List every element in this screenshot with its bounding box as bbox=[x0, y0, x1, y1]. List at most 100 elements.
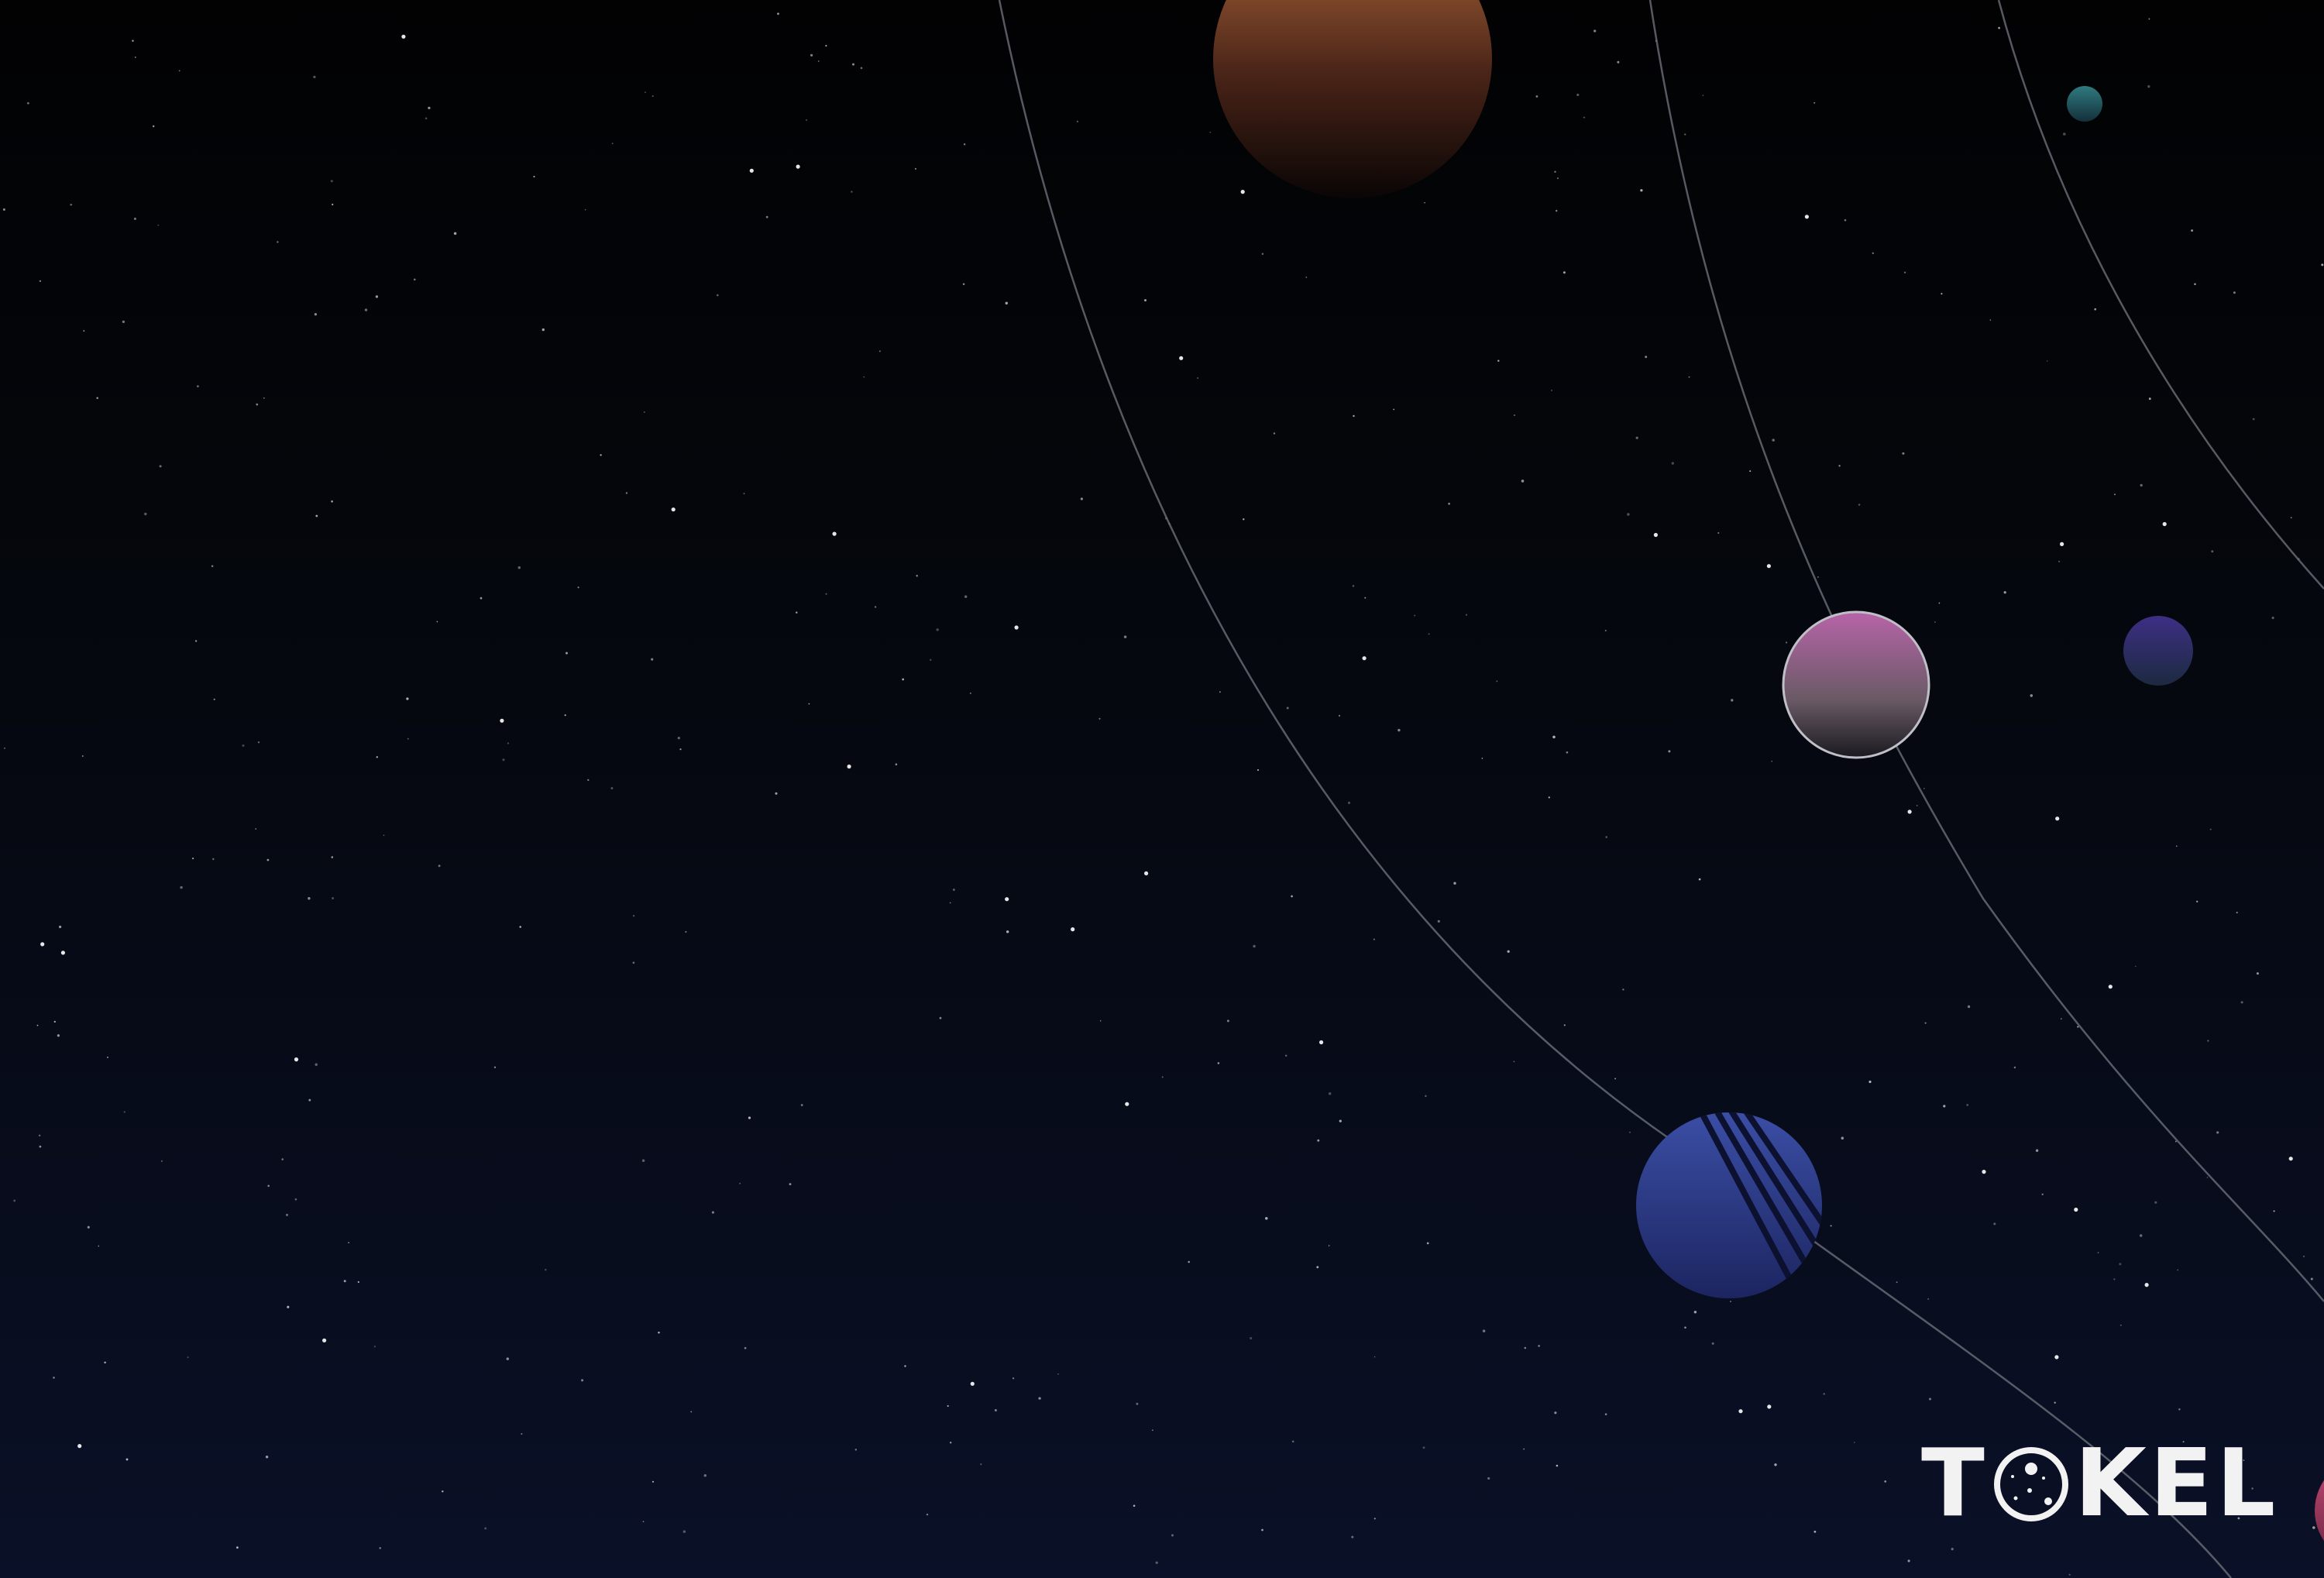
star bbox=[197, 385, 199, 387]
star bbox=[39, 1145, 42, 1148]
star bbox=[587, 779, 590, 782]
star bbox=[854, 1449, 858, 1451]
star bbox=[2177, 1269, 2179, 1271]
star bbox=[178, 70, 180, 72]
star bbox=[1425, 1095, 1427, 1098]
star bbox=[610, 787, 614, 789]
star bbox=[2074, 1207, 2078, 1212]
star bbox=[2068, 1573, 2071, 1576]
star bbox=[777, 12, 779, 15]
star bbox=[1422, 1446, 1425, 1449]
star bbox=[521, 1432, 523, 1435]
star bbox=[748, 1116, 751, 1119]
star bbox=[159, 465, 162, 468]
star bbox=[134, 56, 136, 58]
star bbox=[1317, 1139, 1320, 1142]
star bbox=[2144, 1283, 2149, 1287]
star bbox=[376, 756, 378, 758]
star bbox=[1144, 871, 1149, 875]
star bbox=[2271, 617, 2274, 620]
star bbox=[1563, 1024, 1566, 1026]
star bbox=[1617, 60, 1620, 64]
star bbox=[1414, 614, 1416, 617]
star bbox=[914, 167, 916, 170]
star bbox=[1352, 585, 1355, 587]
star bbox=[863, 376, 865, 378]
star bbox=[265, 1456, 269, 1459]
star bbox=[964, 595, 968, 598]
star bbox=[53, 1020, 56, 1023]
star bbox=[743, 493, 745, 495]
star bbox=[581, 1379, 584, 1382]
star bbox=[577, 586, 579, 589]
star bbox=[106, 1056, 109, 1058]
star bbox=[2161, 1492, 2164, 1494]
star bbox=[2148, 397, 2151, 401]
star bbox=[1424, 201, 1425, 204]
star bbox=[1941, 293, 1943, 295]
star bbox=[1593, 29, 1597, 33]
star bbox=[1774, 1463, 1777, 1466]
star bbox=[2251, 1487, 2254, 1490]
star bbox=[658, 1331, 660, 1334]
star bbox=[642, 1521, 645, 1523]
star bbox=[436, 621, 438, 623]
star bbox=[480, 596, 483, 600]
star bbox=[1397, 728, 1401, 732]
star bbox=[1209, 131, 1212, 133]
star bbox=[519, 926, 521, 928]
star bbox=[2114, 493, 2116, 496]
star bbox=[2148, 18, 2150, 20]
star bbox=[1927, 1298, 1930, 1300]
star bbox=[643, 411, 645, 413]
star bbox=[1217, 1062, 1220, 1064]
star bbox=[1698, 878, 1701, 881]
star bbox=[1772, 438, 1775, 442]
star bbox=[1902, 452, 1905, 455]
star bbox=[1197, 377, 1198, 379]
star bbox=[1364, 596, 1367, 599]
star bbox=[1711, 1342, 1714, 1345]
star bbox=[1465, 614, 1468, 616]
star bbox=[308, 1098, 311, 1102]
star bbox=[739, 1182, 741, 1184]
star bbox=[1605, 836, 1608, 838]
star bbox=[1453, 882, 1456, 885]
planet-globe-icon bbox=[1993, 1447, 2068, 1521]
star bbox=[1556, 1464, 1559, 1467]
star bbox=[39, 280, 41, 282]
star bbox=[1437, 920, 1440, 923]
star bbox=[2310, 1277, 2313, 1281]
star bbox=[373, 1346, 376, 1348]
star bbox=[1671, 462, 1674, 465]
star bbox=[1813, 101, 1816, 104]
star bbox=[453, 232, 457, 235]
star bbox=[1219, 691, 1221, 693]
star bbox=[27, 101, 29, 105]
star bbox=[1514, 414, 1515, 416]
star bbox=[2191, 229, 2194, 232]
star bbox=[157, 224, 160, 226]
star bbox=[1179, 356, 1184, 360]
star bbox=[1521, 480, 1525, 483]
star bbox=[332, 897, 335, 899]
star bbox=[1226, 1019, 1229, 1023]
star bbox=[1099, 1019, 1102, 1022]
star bbox=[1924, 1022, 1927, 1024]
star bbox=[2058, 560, 2061, 562]
logo-text-right: KEL bbox=[2074, 1430, 2279, 1538]
tokel-logo[interactable]: T KEL bbox=[1921, 1430, 2279, 1538]
star bbox=[277, 241, 279, 243]
star bbox=[1161, 1076, 1164, 1078]
star bbox=[1717, 532, 1720, 534]
star bbox=[1328, 1092, 1332, 1095]
star bbox=[1668, 750, 1671, 753]
star bbox=[331, 856, 334, 858]
star bbox=[1684, 133, 1686, 136]
star bbox=[2174, 1140, 2177, 1143]
star bbox=[1838, 465, 1841, 467]
orbit-ring-middle bbox=[1648, 0, 2324, 1302]
star bbox=[96, 397, 98, 400]
star bbox=[2240, 1001, 2243, 1004]
star bbox=[1261, 253, 1264, 255]
